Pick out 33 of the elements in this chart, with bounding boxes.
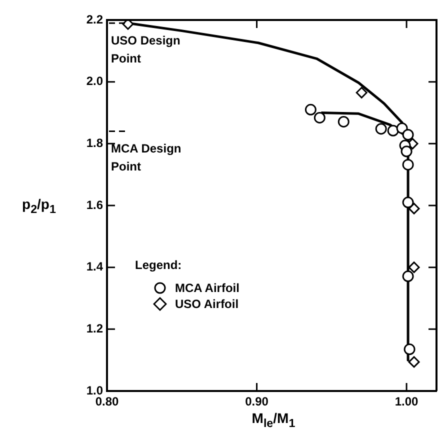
point: [122, 20, 134, 30]
point: [402, 158, 414, 170]
y-tick-label: 2.0: [86, 74, 104, 88]
point: [314, 112, 326, 124]
point: [408, 356, 420, 368]
point: [338, 116, 350, 128]
point: [408, 262, 420, 274]
x-axis-title: M$_{le}$/M$_{1}$: [250, 410, 296, 430]
y-tick-label: 1.2: [86, 321, 104, 336]
x-tick-label: 0.90: [245, 394, 269, 409]
y-axis-title: p$_{2}$/p$_{1}$: [22, 196, 56, 216]
ref-line-label: MCA Design Point: [111, 142, 182, 174]
point: [400, 146, 412, 158]
legend-label: MCA Airfoil: [175, 281, 240, 295]
point: [402, 196, 414, 208]
point: [375, 123, 387, 135]
y-tick-label: 1.0: [86, 383, 104, 398]
x-tick-label: 1.00: [394, 394, 419, 409]
point: [356, 86, 368, 98]
y-tick-label: 1.8: [86, 136, 104, 150]
legend-title: Legend:: [135, 258, 183, 272]
point: [387, 124, 399, 136]
ref-line-label: USO Design Point: [111, 33, 180, 66]
point: [404, 344, 416, 356]
point: [408, 202, 420, 214]
point: [402, 270, 414, 282]
y-tick-label: 1.4: [86, 260, 104, 274]
y-tick-label: 1.6: [86, 198, 104, 212]
y-tick-label: 2.2: [86, 12, 104, 26]
x-tick-label: 0.80: [95, 394, 119, 409]
legend-label: USO Airfoil: [175, 297, 239, 311]
point: [402, 128, 414, 140]
point: [304, 104, 316, 116]
